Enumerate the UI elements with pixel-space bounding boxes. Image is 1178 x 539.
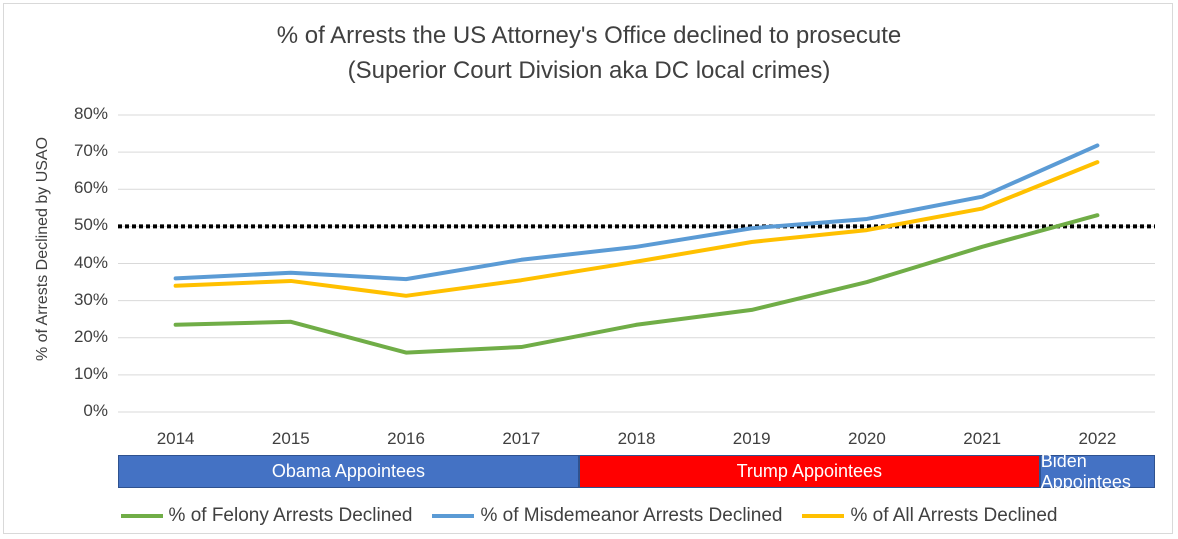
x-tick-label: 2022 <box>1078 429 1117 448</box>
y-tick-label: 40% <box>73 252 108 272</box>
x-tick-label: 2015 <box>271 429 310 448</box>
chart-title: % of Arrests the US Attorney's Office de… <box>276 22 902 49</box>
series-line-2 <box>173 160 1100 298</box>
y-tick-label: 30% <box>73 289 108 309</box>
chart-subtitle: (Superior Court Division aka DC local cr… <box>347 57 831 84</box>
series-line-1 <box>173 143 1100 282</box>
legend: % of Felony Arrests Declined % of Misdeme… <box>0 505 1178 527</box>
y-tick-label: 60% <box>73 178 108 198</box>
legend-label: % of Felony Arrests Declined <box>168 505 413 526</box>
y-tick-label: 80% <box>73 104 108 123</box>
x-tick-label: 2021 <box>963 429 1002 448</box>
appointee-band-0: Obama Appointees <box>118 455 579 488</box>
series-line-0 <box>173 213 1100 355</box>
y-tick-label: 70% <box>73 141 108 161</box>
y-tick-label: 50% <box>73 215 108 235</box>
appointee-band-1: Trump Appointees <box>578 455 1040 488</box>
y-tick-label: 0% <box>83 401 108 420</box>
legend-item-0: % of Felony Arrests Declined <box>120 505 413 527</box>
legend-swatch <box>120 514 163 518</box>
x-tick-label: 2017 <box>502 429 541 448</box>
legend-item-2: % of All Arrests Declined <box>802 505 1057 527</box>
y-tick-label: 20% <box>73 326 108 346</box>
x-tick-label: 2018 <box>617 429 656 448</box>
x-tick-label: 2014 <box>156 429 195 448</box>
legend-swatch <box>432 514 475 518</box>
appointee-band-2: Biden Appointees <box>1039 451 1155 492</box>
legend-label: % of Misdemeanor Arrests Declined <box>480 505 783 526</box>
legend-label: % of All Arrests Declined <box>850 505 1058 526</box>
legend-swatch <box>802 514 845 518</box>
x-tick-label: 2019 <box>732 429 771 448</box>
x-tick-label: 2020 <box>848 429 886 448</box>
x-tick-label: 2016 <box>387 429 425 448</box>
y-tick-label: 10% <box>73 363 108 383</box>
legend-item-1: % of Misdemeanor Arrests Declined <box>432 505 782 527</box>
